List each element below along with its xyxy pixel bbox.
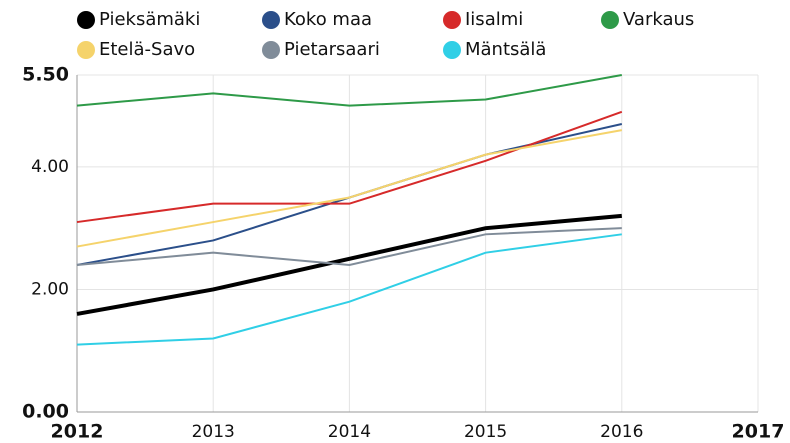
legend-label: Varkaus [623,9,694,30]
x-tick-label: 2014 [328,422,371,442]
legend-swatch [77,41,95,59]
legend-label: Koko maa [284,9,372,30]
legend-swatch [443,11,461,29]
y-tick-label: 2.00 [31,279,69,299]
x-tick-label: 2016 [600,422,643,442]
legend: Pieksämäki Koko maa Iisalmi Varkaus Etelä-Sa… [77,9,694,60]
series-line [76,74,622,107]
legend-label: Mäntsälä [465,39,546,60]
legend-swatch [262,11,280,29]
legend-label: Pieksämäki [99,9,200,30]
series-line [76,227,622,266]
x-tick-label: 2012 [51,421,104,443]
x-tick-label: 2013 [192,422,235,442]
y-tick-label: 4.00 [31,157,69,177]
legend-swatch [443,41,461,59]
legend-swatch [77,11,95,29]
legend-label: Etelä-Savo [99,39,195,60]
series-line [76,129,622,248]
series-line [76,233,622,346]
series-line [76,213,622,316]
y-tick-label: 0.00 [22,401,69,423]
x-tick-label: 2015 [464,422,507,442]
legend-label: Pietarsaari [284,39,380,60]
x-tick-label: 2017 [732,421,785,443]
legend-swatch [262,41,280,59]
series-line [76,110,623,224]
y-tick-label: 5.50 [22,64,69,86]
legend-swatch [601,11,619,29]
legend-label: Iisalmi [465,9,523,30]
